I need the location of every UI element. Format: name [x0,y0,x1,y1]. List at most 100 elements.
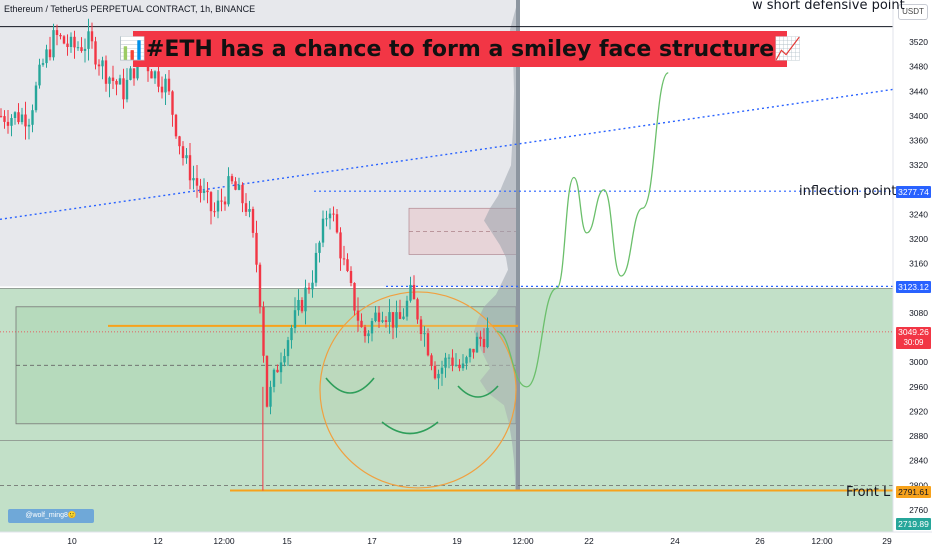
candle-body [447,357,451,359]
candle-body [87,31,90,49]
time-axis: 10 12 12:00 15 17 19 12:00 22 24 26 12:00 29 [0,531,932,550]
candle-body [83,48,87,51]
candle-body [181,146,185,159]
candle-body [454,364,458,366]
candle-body [276,369,279,373]
candle-body [216,200,220,212]
candle-body [475,336,479,353]
candle-body [76,47,80,49]
candle-body [430,355,433,366]
candle-body [167,78,171,92]
price-tick-label: 3000 [909,357,928,367]
candle-body [388,312,391,322]
candle-body [325,218,328,220]
price-tick-label: 2760 [909,505,928,515]
candle-body [234,181,237,190]
candle-body [332,213,335,215]
candle-body [160,86,164,93]
candle-body [48,49,52,58]
candle-body [104,60,108,84]
price-tick-label: 3400 [909,111,928,121]
candle-body [437,373,440,379]
candle-body [468,348,472,358]
candle-body [230,176,234,182]
candle-body [360,320,363,328]
candle-body [3,116,6,122]
candle-body [206,190,209,193]
candle-body [10,118,13,126]
candle-body [248,209,251,212]
candle-body [304,287,307,312]
price-tick-label: 3240 [909,209,928,219]
symbol-header: Ethereum / TetherUS PERPETUAL CONTRACT, … [4,4,256,14]
candle-body [367,333,370,337]
candle-body [108,77,111,84]
candle-body [377,312,381,322]
zone-green-demand-zone [0,288,893,543]
time-tick-label: 22 [584,536,594,546]
time-tick-label: 26 [755,536,765,546]
candle-body [328,213,332,219]
bar-countdown: 30:09 [903,338,924,347]
smiley-mouth [381,421,439,435]
candle-body [290,328,293,341]
candle-body [164,78,167,93]
candle-body [398,312,402,319]
candle-body [171,91,174,115]
candle-body [209,192,213,212]
candle-body [111,77,115,81]
candle-body [363,327,367,337]
candle-body [349,271,353,283]
candle-body [17,112,20,123]
candle-body [241,184,244,204]
candle-body [118,78,122,85]
price-tag-current: 3049.26 30:09 [896,327,931,349]
candle-body [370,321,374,334]
candle-body [122,78,125,100]
price-tick-label: 3200 [909,234,928,244]
smiley-left-eye [325,377,375,394]
candle-body [174,114,178,137]
candle-body [423,333,426,335]
chart-banner-title: 📊#ETH has a chance to form a smiley face… [119,31,802,67]
candle-body [38,64,41,86]
price-tick-label: 3480 [909,62,928,72]
candle-body [293,310,297,329]
time-tick-label: 24 [670,536,680,546]
candle-body [125,79,129,100]
price-tick-label: 2880 [909,431,928,441]
candle-body [444,357,447,368]
current-price: 3049.26 [898,327,929,337]
candle-body [73,36,76,48]
candle-body [419,319,423,334]
time-tick-label: 15 [282,536,292,546]
candle-body [307,287,311,290]
time-tick-label: 29 [882,536,892,546]
price-tick-label: 2800 [909,480,928,490]
candle-body [41,63,45,65]
candle-body [237,184,241,190]
candle-body [255,232,258,265]
candle-body [178,136,181,147]
author-watermark: @wolf_ming8🙂 [8,509,94,523]
candle-body [192,178,195,181]
candle-body [286,340,290,357]
time-tick-label: 17 [367,536,377,546]
candle-body [381,320,384,322]
time-tick-label: 12:00 [512,536,534,546]
time-tick-label: 12:00 [811,536,833,546]
quote-currency-button[interactable]: USDT [898,4,928,20]
price-tag-low: 2719.89 [896,518,931,530]
annotation-front-l: Front L [846,485,891,500]
candle-body [52,30,55,58]
candles [0,18,489,491]
candle-body [416,299,419,320]
candle-body [262,306,265,356]
price-tag-inflection: 3277.74 [896,186,931,198]
candle-body [412,284,416,300]
price-tick-label: 3440 [909,86,928,96]
price-tick-label: 2960 [909,382,928,392]
time-tick-label: 12 [153,536,163,546]
time-tick-label: 10 [67,536,77,546]
